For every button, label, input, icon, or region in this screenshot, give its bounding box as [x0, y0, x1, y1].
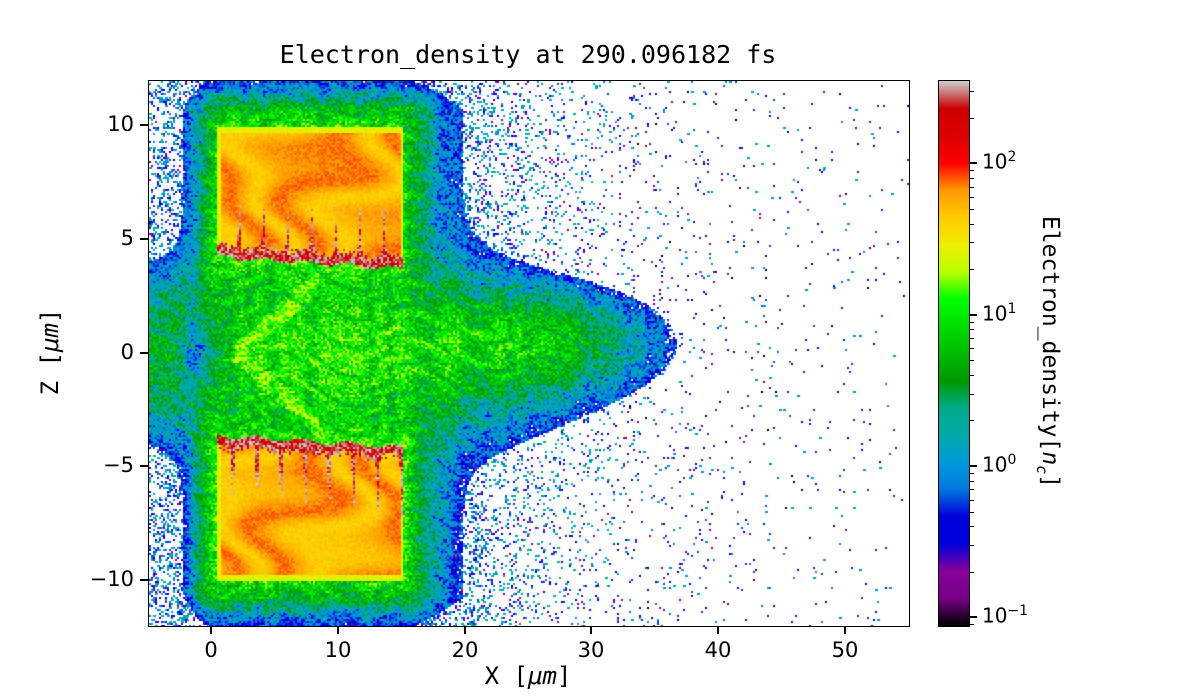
colorbar-minor-tick [970, 91, 974, 92]
colorbar-label-sub: c [1033, 465, 1052, 475]
colorbar-minor-tick [970, 269, 974, 270]
colorbar-tick-label: 100 [982, 452, 1017, 477]
colorbar-tick-label: 102 [982, 149, 1017, 174]
x-tick [210, 626, 212, 634]
colorbar-minor-tick [970, 178, 974, 179]
x-tick-label: 20 [451, 638, 479, 662]
x-axis-label-pre: X [ [484, 662, 528, 690]
y-tick-label: 10 [107, 112, 134, 136]
colorbar-minor-tick [970, 360, 974, 361]
x-tick-label: 50 [831, 638, 859, 662]
x-tick [844, 626, 846, 634]
colorbar-tick [970, 162, 977, 164]
colorbar-minor-tick [970, 242, 974, 243]
y-tick [140, 238, 148, 240]
x-axis-label: X [μm] [148, 662, 908, 690]
y-tick-label: −5 [103, 453, 134, 477]
colorbar-canvas [939, 81, 969, 626]
plot-title: Electron_density at 290.096182 fs [279, 40, 777, 69]
colorbar-minor-tick [970, 338, 974, 339]
y-tick-label: 5 [120, 226, 134, 250]
colorbar-minor-tick [970, 224, 974, 225]
x-tick [717, 626, 719, 634]
colorbar-minor-tick [970, 572, 974, 573]
colorbar-tick [970, 616, 977, 618]
x-tick [590, 626, 592, 634]
colorbar-minor-tick [970, 420, 974, 421]
colorbar-tick [970, 314, 977, 316]
colorbar-minor-tick [970, 500, 974, 501]
colorbar-minor-tick [970, 545, 974, 546]
colorbar-tick-label: 101 [982, 301, 1017, 326]
colorbar-minor-tick [970, 170, 974, 171]
x-tick [464, 626, 466, 634]
x-tick [337, 626, 339, 634]
colorbar-minor-tick [970, 187, 974, 188]
colorbar-minor-tick [970, 118, 974, 119]
x-axis-label-unit: μm [528, 662, 557, 690]
x-tick-label: 40 [704, 638, 732, 662]
colorbar-minor-tick [970, 624, 974, 625]
colorbar-minor-tick [970, 329, 974, 330]
colorbar-minor-tick [970, 489, 974, 490]
colorbar [938, 80, 970, 627]
x-axis-label-post: ] [556, 662, 572, 690]
colorbar-label-post: ] [1036, 474, 1063, 489]
colorbar-minor-tick [970, 526, 974, 527]
colorbar-minor-tick [970, 394, 974, 395]
colorbar-minor-tick [970, 348, 974, 349]
colorbar-label-var: n [1036, 451, 1063, 466]
x-tick-label: 10 [324, 638, 352, 662]
y-tick-label: 0 [120, 340, 134, 364]
colorbar-minor-tick [970, 209, 974, 210]
y-tick-label: −10 [89, 567, 134, 591]
y-tick [140, 352, 148, 354]
y-tick [140, 124, 148, 126]
colorbar-label-pre: Electron_density[ [1036, 215, 1063, 452]
y-axis-label-post: ] [36, 308, 64, 324]
x-tick-label: 0 [204, 638, 218, 662]
y-tick [140, 465, 148, 467]
colorbar-minor-tick [970, 197, 974, 198]
colorbar-label: Electron_density[nc] [1033, 216, 1063, 488]
y-tick [140, 579, 148, 581]
x-tick-label: 30 [577, 638, 605, 662]
colorbar-minor-tick [970, 322, 974, 323]
colorbar-minor-tick [970, 512, 974, 513]
colorbar-minor-tick [970, 473, 974, 474]
colorbar-tick-label: 10−1 [982, 603, 1029, 628]
plot-area [148, 80, 910, 627]
colorbar-minor-tick [970, 481, 974, 482]
colorbar-tick [970, 465, 977, 467]
colorbar-minor-tick [970, 375, 974, 376]
heatmap-canvas [149, 81, 909, 626]
